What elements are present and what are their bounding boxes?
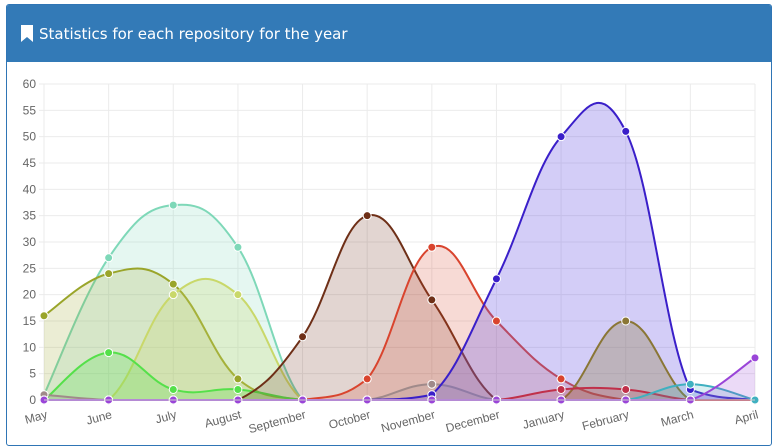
y-tick-label: 15 [23, 314, 37, 328]
data-point [750, 353, 760, 363]
data-point [427, 242, 437, 252]
data-point [168, 384, 178, 394]
data-point [427, 379, 437, 389]
y-tick-label: 25 [23, 261, 37, 275]
bookmark-icon [21, 25, 33, 42]
series-area [44, 278, 755, 400]
y-tick-label: 10 [23, 340, 37, 354]
data-point [168, 200, 178, 210]
data-point [491, 316, 501, 326]
x-tick-label: January [521, 407, 566, 432]
panel-header: Statistics for each repository for the y… [7, 5, 771, 62]
data-point [168, 279, 178, 289]
x-tick-label: May [23, 407, 49, 426]
panel-title: Statistics for each repository for the y… [39, 24, 348, 43]
y-tick-label: 45 [23, 156, 37, 170]
y-tick-label: 30 [23, 235, 37, 249]
data-point [233, 384, 243, 394]
y-tick-label: 35 [23, 209, 37, 223]
y-tick-label: 40 [23, 182, 37, 196]
series-area [44, 321, 755, 400]
data-point [233, 242, 243, 252]
x-tick-label: February [580, 407, 630, 433]
x-tick-label: June [85, 407, 114, 427]
x-tick-label: December [444, 407, 501, 435]
data-point [168, 290, 178, 300]
data-point [362, 211, 372, 221]
series-area [44, 102, 755, 401]
data-point [427, 295, 437, 305]
y-tick-label: 50 [23, 130, 37, 144]
series-area [44, 384, 755, 400]
data-point [491, 274, 501, 284]
y-tick-label: 60 [23, 77, 37, 91]
series-area [44, 204, 755, 400]
data-point [104, 348, 114, 358]
series-area [44, 384, 755, 400]
x-tick-label: April [733, 407, 760, 427]
data-point [298, 332, 308, 342]
area-chart: 0 5 10 15 20 25 30 35 40 45 50 55 60 May June July Augus… [23, 77, 760, 436]
y-tick-label: 5 [29, 367, 36, 381]
series-area [44, 387, 755, 400]
x-tick-label: August [203, 407, 243, 430]
data-point [556, 132, 566, 142]
data-point [621, 316, 631, 326]
y-tick-label: 0 [29, 393, 36, 407]
data-point [556, 374, 566, 384]
data-point [621, 126, 631, 136]
data-point [685, 379, 695, 389]
data-point [556, 384, 566, 394]
data-point [104, 269, 114, 279]
x-tick-label: July [154, 407, 178, 426]
x-tick-label: September [247, 407, 307, 436]
series-area [44, 245, 755, 400]
data-point [233, 290, 243, 300]
series-area [44, 268, 755, 400]
x-tick-label: November [379, 407, 436, 435]
statistics-panel: Statistics for each repository for the y… [6, 4, 772, 446]
y-tick-label: 20 [23, 288, 37, 302]
chart-area: 0 5 10 15 20 25 30 35 40 45 50 55 60 May June July Augus… [7, 63, 771, 445]
data-point [621, 384, 631, 394]
y-tick-label: 55 [23, 103, 37, 117]
x-tick-label: October [327, 407, 372, 432]
data-point [39, 311, 49, 321]
x-tick-label: March [659, 407, 695, 429]
data-point [362, 374, 372, 384]
series-area [44, 352, 755, 400]
data-point [104, 253, 114, 263]
data-point [233, 374, 243, 384]
